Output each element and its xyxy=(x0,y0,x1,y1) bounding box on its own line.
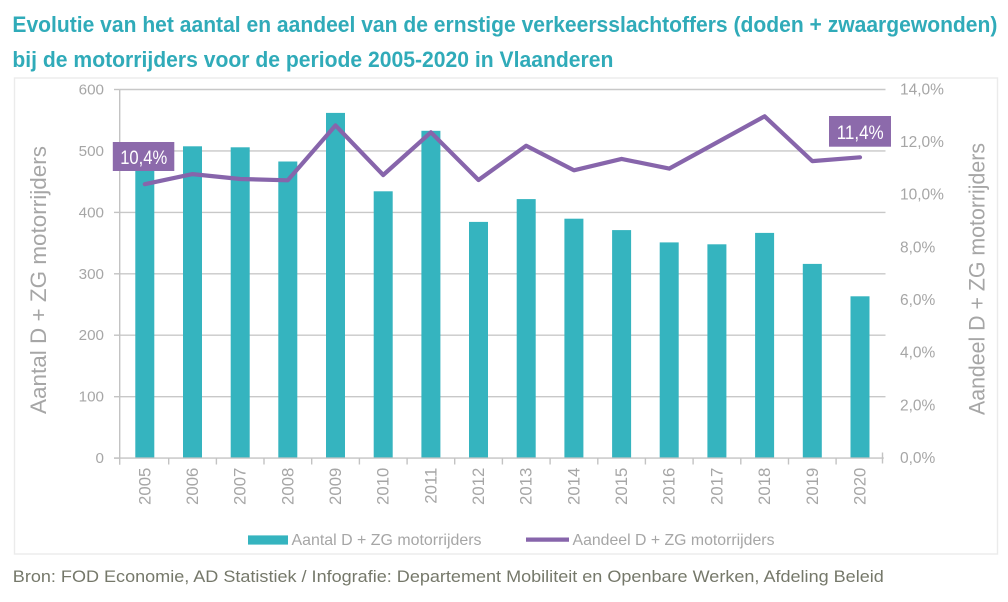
svg-text:bij de motorrijders voor de pe: bij de motorrijders voor de periode 2005… xyxy=(12,47,613,72)
svg-text:2016: 2016 xyxy=(660,468,679,505)
svg-text:2020: 2020 xyxy=(851,468,870,505)
svg-text:Aantal D + ZG motorrijders: Aantal D + ZG motorrijders xyxy=(26,146,51,414)
svg-text:0,0%: 0,0% xyxy=(900,450,936,467)
svg-text:10,0%: 10,0% xyxy=(900,187,944,204)
svg-text:Evolutie van het aantal en aan: Evolutie van het aantal en aandeel van d… xyxy=(12,12,997,37)
svg-text:0: 0 xyxy=(96,450,104,467)
svg-text:Bron: FOD Economie, AD Statist: Bron: FOD Economie, AD Statistiek / Info… xyxy=(13,567,884,586)
svg-text:Aandeel D + ZG motorrijders: Aandeel D + ZG motorrijders xyxy=(573,532,775,549)
svg-text:2014: 2014 xyxy=(564,468,583,505)
svg-text:2012: 2012 xyxy=(469,468,488,505)
svg-text:2010: 2010 xyxy=(374,468,393,505)
svg-text:2005: 2005 xyxy=(135,468,154,505)
svg-text:Aandeel D + ZG motorrijders: Aandeel D + ZG motorrijders xyxy=(964,143,989,415)
svg-text:2,0%: 2,0% xyxy=(900,397,936,414)
svg-text:8,0%: 8,0% xyxy=(900,239,936,256)
svg-text:2019: 2019 xyxy=(803,468,822,505)
svg-text:2018: 2018 xyxy=(755,468,774,505)
svg-text:2015: 2015 xyxy=(612,468,631,505)
svg-text:2008: 2008 xyxy=(278,468,297,505)
svg-text:4,0%: 4,0% xyxy=(900,345,936,362)
svg-text:14,0%: 14,0% xyxy=(900,82,944,99)
svg-text:2009: 2009 xyxy=(326,468,345,505)
svg-text:10,4%: 10,4% xyxy=(120,148,167,169)
svg-text:2007: 2007 xyxy=(231,468,250,505)
svg-text:2017: 2017 xyxy=(707,468,726,505)
svg-text:2011: 2011 xyxy=(421,468,440,504)
svg-text:2013: 2013 xyxy=(517,468,536,505)
svg-text:500: 500 xyxy=(79,143,104,160)
svg-text:400: 400 xyxy=(79,204,104,221)
svg-text:2006: 2006 xyxy=(183,468,202,505)
svg-text:300: 300 xyxy=(79,266,104,283)
svg-text:600: 600 xyxy=(79,82,104,99)
svg-text:200: 200 xyxy=(79,327,104,344)
svg-text:11,4%: 11,4% xyxy=(837,123,884,144)
svg-text:6,0%: 6,0% xyxy=(900,292,936,309)
svg-text:Aantal D + ZG motorrijders: Aantal D + ZG motorrijders xyxy=(292,532,482,549)
svg-text:100: 100 xyxy=(79,389,104,406)
svg-text:12,0%: 12,0% xyxy=(900,134,944,151)
